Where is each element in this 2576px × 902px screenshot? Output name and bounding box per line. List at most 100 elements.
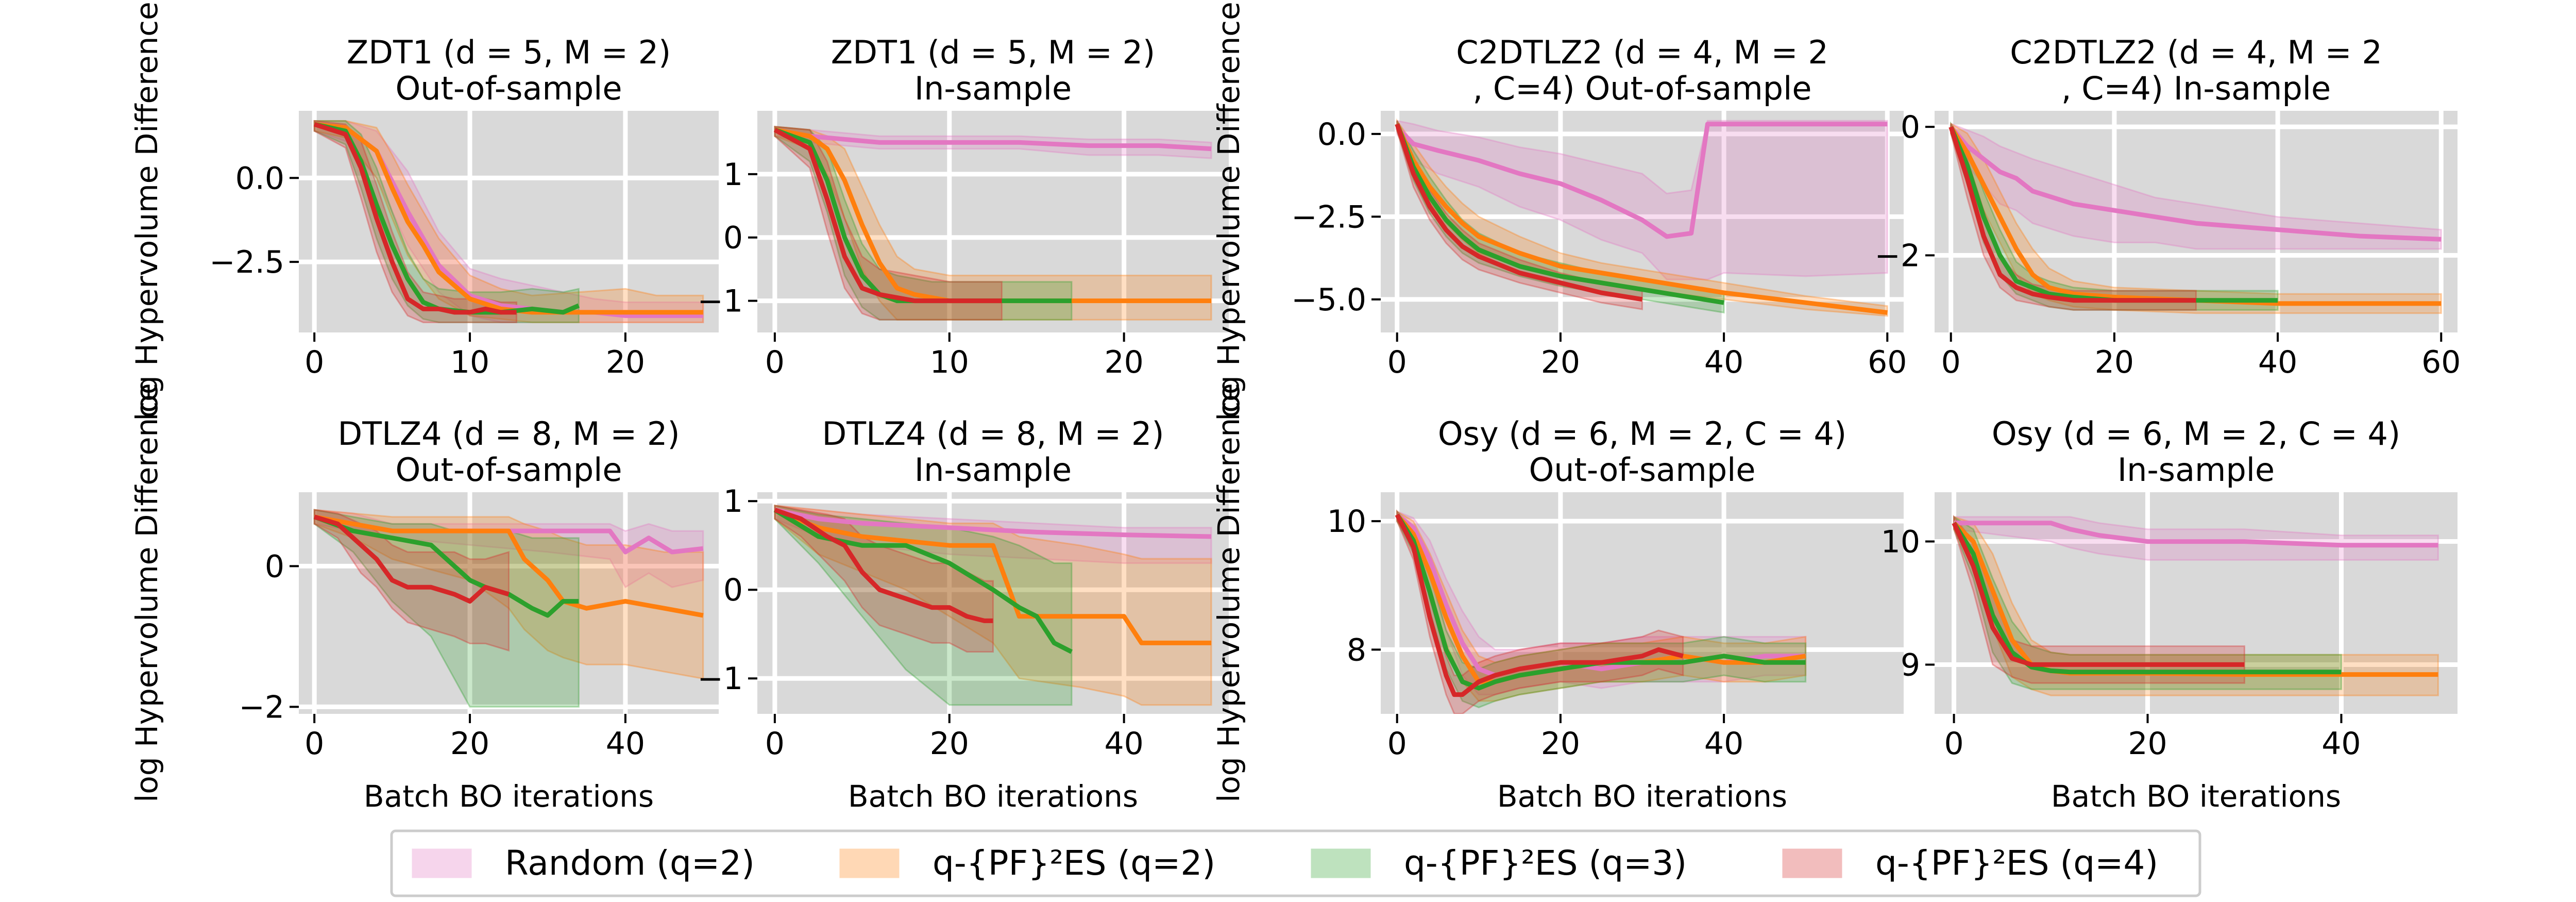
line-series-0 [1949,125,2442,242]
y-tick-label: −2 [1875,238,1920,274]
x-tick-label: 60 [2421,344,2461,380]
panel-5: 0 20 40 1 0 −1 DTLZ4 (d = 8, M = 2)In-sample Ba… [698,415,1229,814]
x-tick-label: 20 [1541,344,1580,380]
legend-swatch-pfes-q4 [1782,848,1842,878]
plot-area [1381,492,1904,714]
legend-entry-0: Random (q=2) [412,843,755,883]
band-series-1 [1950,122,2442,314]
line-series-3 [1395,123,1643,302]
panel-3: 0 20 40 60 0 −2 C2DTLZ2 (d = 4, M = 2, C=4) In… [1875,34,2461,380]
panel-title-line-1: C2DTLZ2 (d = 4, M = 2 [1456,34,1828,71]
x-tick-label: 10 [930,344,969,380]
line-series-2 [1395,513,1806,691]
series-layer [773,126,1212,321]
panel-title-line-2: In-sample [2117,451,2275,489]
x-axis-label: Batch BO iterations [1497,779,1787,814]
line-series-1 [774,508,1212,645]
line-series-3 [313,514,510,604]
panel-4: 0 20 40 0 −2 DTLZ4 (d = 8, M = 2)Out-of-sampl… [129,383,719,814]
legend-entry-3: q-{PF}²ES (q=4) [1782,843,2158,883]
x-tick-label: 0 [1387,344,1407,380]
x-tick-label: 40 [606,726,645,762]
legend-swatch-pfes-q2 [839,848,900,878]
panel-2: 0 20 40 60 0.0 −2.5 −5.0 C2DTLZ2 (d = 4, M = 2,… [1211,2,1907,421]
x-tick-label: 60 [1868,344,1907,380]
x-tick-label: 0 [304,726,324,762]
panel-title-line-1: Osy (d = 6, M = 2, C = 4) [1992,415,2400,453]
x-axis-label: Batch BO iterations [364,779,654,814]
y-tick-label: 1 [723,157,743,193]
x-tick-label: 40 [2321,726,2361,762]
legend-swatch-random-q2 [412,848,472,878]
y-tick-label: 0.0 [1317,116,1366,153]
y-axis-label: log Hypervolume Difference [129,383,164,802]
panel-title-line-2: , C=4) In-sample [2061,70,2331,107]
band-series-0 [1953,516,2439,561]
line-series-3 [1948,126,2196,303]
y-tick-label: 1 [723,483,743,520]
panel-title-line-1: DTLZ4 (d = 8, M = 2) [337,415,680,453]
y-tick-label: −5.0 [1291,282,1366,318]
line-series-1 [774,127,1212,304]
panel-title-line-1: DTLZ4 (d = 8, M = 2) [822,415,1164,453]
x-tick-label: 0 [1387,726,1407,762]
series-layer [1952,514,2439,696]
series-layer [773,504,1212,706]
y-axis-label: log Hypervolume Difference [1211,383,1246,802]
series-layer [1395,509,1807,714]
band-series-2 [313,120,580,323]
y-tick-label: 9 [1901,647,1920,683]
y-tick-label: 0.0 [235,160,284,196]
x-tick-label: 0 [1941,344,1961,380]
x-tick-label: 40 [1104,726,1143,762]
panel-title-line-1: ZDT1 (d = 5, M = 2) [831,34,1156,71]
y-tick-label: 0 [265,548,284,584]
line-series-1 [1948,125,2442,306]
x-tick-label: 40 [1704,726,1743,762]
legend-frame [390,829,2201,897]
line-series-0 [1954,521,2438,548]
plot-area [1935,492,2458,714]
legend-entry-2: q-{PF}²ES (q=3) [1311,843,1687,883]
line-series-3 [774,508,993,623]
line-series-2 [314,122,580,315]
line-series-2 [313,514,579,618]
x-tick-label: 40 [1704,344,1743,380]
panel-title-line-2: In-sample [914,451,1072,489]
line-series-1 [314,122,703,315]
y-tick-label: −2 [239,689,284,725]
line-series-0 [1395,122,1888,239]
panel-title-line-2: In-sample [914,70,1072,107]
y-tick-label: 0 [1901,109,1920,145]
legend: Random (q=2) q-{PF}²ES (q=2) q-{PF}²ES (… [390,829,2201,897]
x-tick-label: 20 [450,726,489,762]
panel-title-line-2: Out-of-sample [395,70,622,107]
y-tick-label: 0 [723,572,743,608]
panel-title-line-1: C2DTLZ2 (d = 4, M = 2 [2010,34,2382,71]
line-series-0 [774,127,1212,152]
x-tick-label: 20 [606,344,645,380]
legend-label-pfes-q4: q-{PF}²ES (q=4) [1875,843,2158,883]
x-axis-label: Batch BO iterations [848,779,1138,814]
x-tick-label: 0 [304,344,324,380]
band-series-0 [1396,510,1807,696]
legend-entry-1: q-{PF}²ES (q=2) [839,843,1215,883]
x-tick-label: 20 [2128,726,2167,762]
y-tick-label: −1 [698,661,743,697]
y-tick-label: 10 [1881,524,1920,560]
band-series-2 [774,126,1073,321]
line-series-2 [1395,123,1724,305]
y-tick-label: −2.5 [1291,199,1366,235]
series-layer [1395,118,1888,317]
y-axis-label: log Hypervolume Difference [1211,2,1246,421]
series-layer [1948,121,2442,314]
line-series-2 [1952,522,2342,675]
band-series-1 [1953,515,2439,696]
panel-title-line-2: , C=4) Out-of-sample [1472,70,1811,107]
y-tick-label: −2.5 [209,244,284,280]
panel-title-line-1: Osy (d = 6, M = 2, C = 4) [1438,415,1846,453]
x-tick-label: 0 [1944,726,1963,762]
